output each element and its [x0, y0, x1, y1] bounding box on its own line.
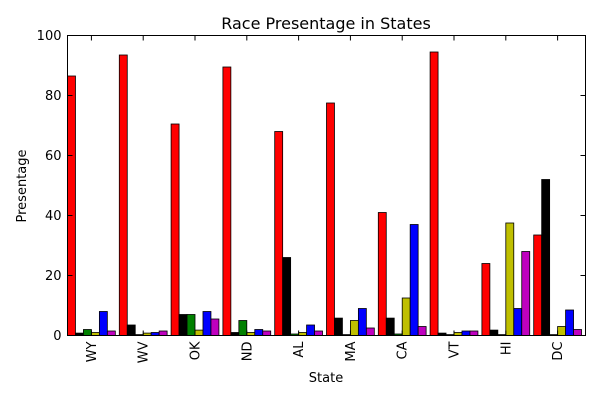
bar-ca-0: [377, 212, 387, 336]
y-tick-label: 100: [37, 29, 62, 44]
bar-ma-3: [350, 320, 359, 336]
x-tick-label-hi: HI: [499, 342, 514, 356]
bar-nd-2: [238, 320, 248, 336]
bar-ma-5: [365, 327, 375, 336]
bar-wv-1: [126, 324, 136, 336]
bar-vt-5: [469, 330, 479, 336]
bar-ok-1: [178, 314, 188, 336]
bar-ok-4: [202, 311, 212, 336]
bar-dc-0: [533, 234, 543, 336]
x-tick-label-dc: DC: [551, 342, 566, 361]
bar-ok-5: [210, 318, 220, 336]
bar-hi-0: [481, 263, 491, 336]
y-axis-ticks: 0 20 40 60 80 100: [37, 29, 586, 344]
y-tick-label: 0: [53, 329, 61, 344]
bar-dc-1: [541, 179, 551, 336]
bar-wy-5: [106, 330, 116, 336]
bar-wv-0: [118, 54, 128, 336]
x-tick-label-ca: CA: [396, 341, 411, 359]
bar-ma-1: [334, 317, 343, 336]
bar-ca-3: [401, 297, 411, 336]
bar-ca-1: [385, 317, 395, 336]
x-tick-label-ma: MA: [344, 341, 359, 361]
bar-ma-4: [357, 308, 367, 336]
bar-nd-5: [262, 330, 272, 336]
x-tick-label-wv: WV: [137, 341, 152, 363]
x-tick-label-ok: OK: [189, 341, 204, 360]
bar-wy-4: [98, 311, 108, 336]
bar-wy-0: [67, 75, 76, 336]
bar-ok-0: [170, 123, 180, 336]
x-tick-label-nd: ND: [240, 342, 255, 362]
bar-vt-0: [429, 51, 439, 336]
bar-wy-2: [83, 329, 92, 336]
bar-ca-5: [417, 326, 427, 336]
x-axis-label: State: [309, 371, 343, 386]
x-tick-label-wy: WY: [85, 341, 100, 362]
bar-vt-4: [461, 330, 471, 336]
bar-hi-4: [513, 308, 523, 336]
x-tick-label-al: AL: [292, 341, 307, 358]
bar-nd-4: [254, 329, 264, 336]
y-tick-label: 20: [45, 269, 62, 284]
bar-ok-3: [194, 329, 204, 336]
y-tick-label: 60: [45, 149, 62, 164]
bar-wv-5: [158, 330, 168, 336]
bar-al-4: [306, 324, 315, 336]
bar-nd-0: [222, 66, 232, 336]
bar-hi-5: [521, 251, 531, 336]
bar-al-0: [274, 131, 284, 336]
bar-al-5: [314, 330, 323, 336]
bar-dc-4: [565, 309, 574, 336]
bar-ok-2: [186, 314, 196, 336]
bar-ca-4: [409, 224, 419, 336]
y-axis-label: Presentage: [15, 150, 30, 223]
y-tick-label: 40: [45, 209, 62, 224]
bar-ma-0: [326, 102, 335, 336]
bar-dc-3: [557, 326, 566, 336]
chart-title: Race Presentage in States: [221, 14, 431, 33]
bars-group: [67, 51, 582, 336]
bar-hi-3: [505, 222, 515, 336]
bar-hi-1: [489, 329, 499, 336]
x-tick-label-vt: VT: [448, 341, 463, 358]
y-tick-label: 80: [45, 89, 62, 104]
bar-al-1: [282, 257, 292, 336]
x-axis-ticks: WY WV OK ND AL MA CA VT HI DC: [85, 35, 566, 363]
bar-dc-5: [573, 329, 582, 336]
plot-frame: [67, 35, 586, 336]
